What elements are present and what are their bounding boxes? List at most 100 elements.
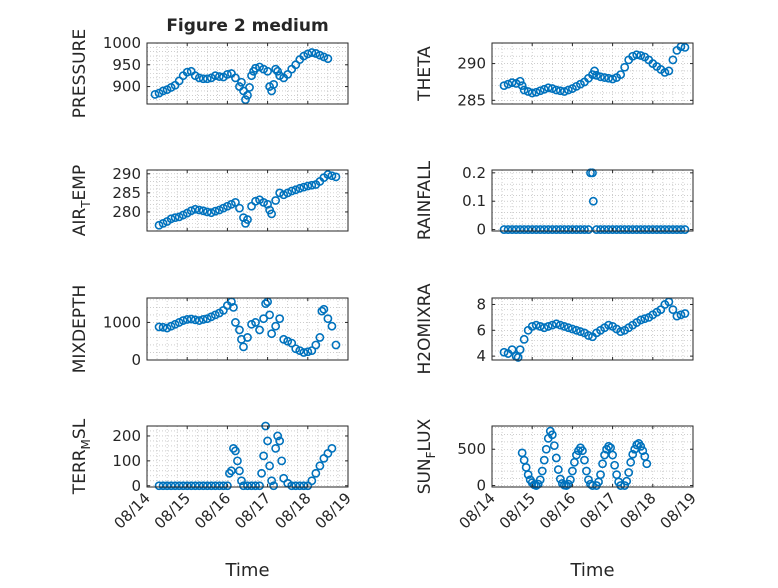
data-point [648, 225, 658, 234]
data-point [584, 225, 593, 234]
y-tick-label: 285 [457, 91, 486, 109]
data-point [170, 213, 180, 223]
data-point [592, 70, 601, 80]
data-point [515, 225, 525, 234]
data-point [642, 459, 652, 469]
data-point [656, 225, 666, 234]
data-point [636, 225, 646, 234]
data-point [198, 481, 208, 491]
subplot-5: 0 1000 MIXDEPTH [70, 285, 349, 374]
data-point [604, 73, 613, 83]
data-point [150, 90, 160, 99]
data-point [327, 444, 337, 453]
data-point [287, 481, 297, 491]
data-point [273, 66, 283, 76]
subplot-6: 4 6 8 H2OMIXRA [415, 283, 694, 375]
data-point [271, 321, 281, 331]
data-point [680, 43, 690, 52]
data-point [624, 468, 634, 477]
data-point [303, 347, 313, 357]
data-point [576, 225, 585, 234]
data-point [660, 225, 670, 234]
data-point [519, 225, 529, 234]
x-tick-label: 08/15 [151, 489, 194, 532]
data-point [275, 314, 285, 324]
data-point [590, 66, 599, 76]
data-point [198, 206, 208, 216]
data-point [555, 320, 565, 330]
x-tick-label: 08/19 [657, 489, 700, 532]
data-point [307, 48, 317, 57]
data-point [315, 333, 325, 342]
data-point [527, 225, 537, 234]
data-point [541, 444, 551, 454]
data-point [269, 481, 279, 491]
data-point [551, 225, 561, 234]
data-point [319, 304, 329, 314]
data-point [664, 66, 674, 76]
data-point [626, 457, 636, 467]
data-point [672, 311, 682, 321]
data-point [563, 85, 573, 95]
data-point [243, 481, 252, 491]
series-points [154, 170, 341, 230]
data-point [622, 476, 632, 486]
y-axis-label: MIXDEPTH [70, 285, 90, 374]
data-point [680, 225, 690, 234]
axes-box [146, 42, 349, 105]
data-point [255, 325, 264, 335]
data-point [511, 225, 521, 234]
y-tick-label: 1000 [103, 313, 141, 331]
y-tick-label: 500 [457, 440, 486, 458]
subplot-4: 0 0.1 0.2 RAINFALL [415, 160, 694, 240]
data-point [251, 318, 260, 327]
data-point [527, 322, 537, 331]
data-point [535, 322, 545, 331]
data-point [271, 444, 281, 453]
axes-box [146, 169, 349, 232]
data-point [269, 79, 279, 89]
data-point [190, 204, 200, 214]
data-point [539, 225, 549, 234]
data-point [616, 225, 626, 234]
data-point [519, 85, 529, 95]
data-point [616, 327, 626, 336]
y-tick-label: 0.2 [462, 164, 486, 182]
y-tick-label: 0 [476, 221, 486, 239]
x-tick-label: 08/18 [271, 489, 314, 532]
data-point [291, 185, 301, 195]
data-point [263, 436, 272, 446]
data-point [311, 468, 321, 478]
y-label-main: H2OMIXRA [415, 283, 435, 374]
data-point [543, 225, 553, 234]
data-point [640, 314, 650, 324]
data-point [247, 481, 256, 491]
data-point [166, 481, 176, 491]
axes-box [491, 169, 694, 232]
x-axis-label: Time [569, 560, 614, 581]
data-point [295, 183, 305, 193]
data-point [519, 334, 529, 344]
x-tick-label: 08/17 [231, 489, 274, 532]
data-point [616, 481, 626, 490]
data-point [517, 81, 527, 91]
y-axis-label: H2OMIXRA [415, 283, 435, 374]
data-point [315, 50, 325, 60]
data-point [565, 475, 575, 485]
data-point [632, 50, 642, 60]
series-points [499, 297, 690, 362]
data-point [580, 455, 589, 465]
grid [491, 170, 694, 231]
data-point [267, 209, 277, 219]
data-point [559, 225, 569, 234]
data-point [586, 479, 595, 489]
data-point [299, 182, 309, 192]
data-point [178, 316, 188, 325]
data-point [166, 214, 176, 224]
data-point [154, 322, 164, 332]
data-point [596, 72, 605, 82]
data-point [194, 73, 204, 83]
data-point [255, 481, 264, 491]
data-point [267, 329, 277, 339]
